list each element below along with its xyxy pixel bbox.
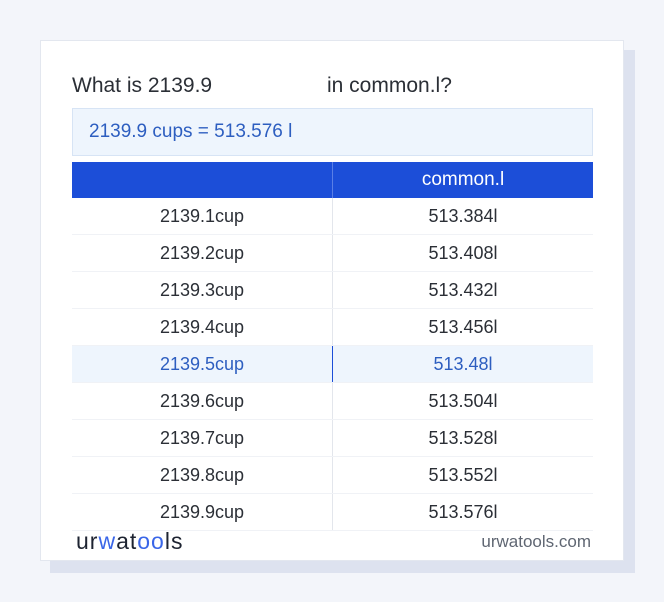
column-header-liters: common.l — [332, 162, 593, 198]
liters-cell: 513.456l — [332, 308, 593, 346]
liters-cell: 513.552l — [332, 456, 593, 494]
liters-cell: 513.384l — [332, 198, 593, 235]
table-row: 2139.4cup 513.456l — [72, 308, 593, 346]
liters-cell: 513.504l — [332, 382, 593, 420]
liters-cell: 513.48l — [332, 345, 593, 383]
table-row: 2139.9cup 513.576l — [72, 493, 593, 531]
table-row: 2139.7cup 513.528l — [72, 419, 593, 457]
logo-text-accent: oo — [137, 528, 165, 554]
cups-cell: 2139.3cup — [72, 271, 333, 309]
question-text-left: What is 2139.9 — [72, 74, 213, 97]
table-row: 2139.1cup 513.384l — [72, 198, 593, 235]
liters-cell: 513.576l — [332, 493, 593, 531]
urwatools-logo[interactable]: urwatools — [76, 528, 183, 554]
table-row: 2139.2cup 513.408l — [72, 234, 593, 272]
logo-text-part: ls — [164, 528, 184, 554]
cups-cell: 2139.2cup — [72, 234, 333, 272]
liters-cell: 513.432l — [332, 271, 593, 309]
cups-cell: 2139.6cup — [72, 382, 333, 420]
cups-cell: 2139.5cup — [72, 345, 333, 383]
site-url[interactable]: urwatools.com — [481, 532, 591, 551]
logo-text-accent: w — [98, 528, 117, 554]
cups-cell: 2139.9cup — [72, 493, 333, 531]
table-row: 2139.3cup 513.432l — [72, 271, 593, 309]
cups-cell: 2139.8cup — [72, 456, 333, 494]
table-row: 2139.6cup 513.504l — [72, 382, 593, 420]
logo-text-part: at — [116, 528, 138, 554]
table-row-highlighted: 2139.5cup 513.48l — [72, 345, 593, 383]
logo-text-part: ur — [76, 528, 99, 554]
conversion-table: common.l 2139.1cup 513.384l 2139.2cup 51… — [72, 162, 593, 531]
cups-cell: 2139.1cup — [72, 198, 333, 235]
cups-cell: 2139.4cup — [72, 308, 333, 346]
liters-cell: 513.528l — [332, 419, 593, 457]
column-header-cups — [72, 162, 333, 198]
table-header-row: common.l — [72, 162, 593, 198]
liters-cell: 513.408l — [332, 234, 593, 272]
question-text-right: in common.l? — [327, 74, 452, 97]
conversion-result: 2139.9 cups = 513.576 l — [72, 108, 593, 156]
cups-cell: 2139.7cup — [72, 419, 333, 457]
table-row: 2139.8cup 513.552l — [72, 456, 593, 494]
